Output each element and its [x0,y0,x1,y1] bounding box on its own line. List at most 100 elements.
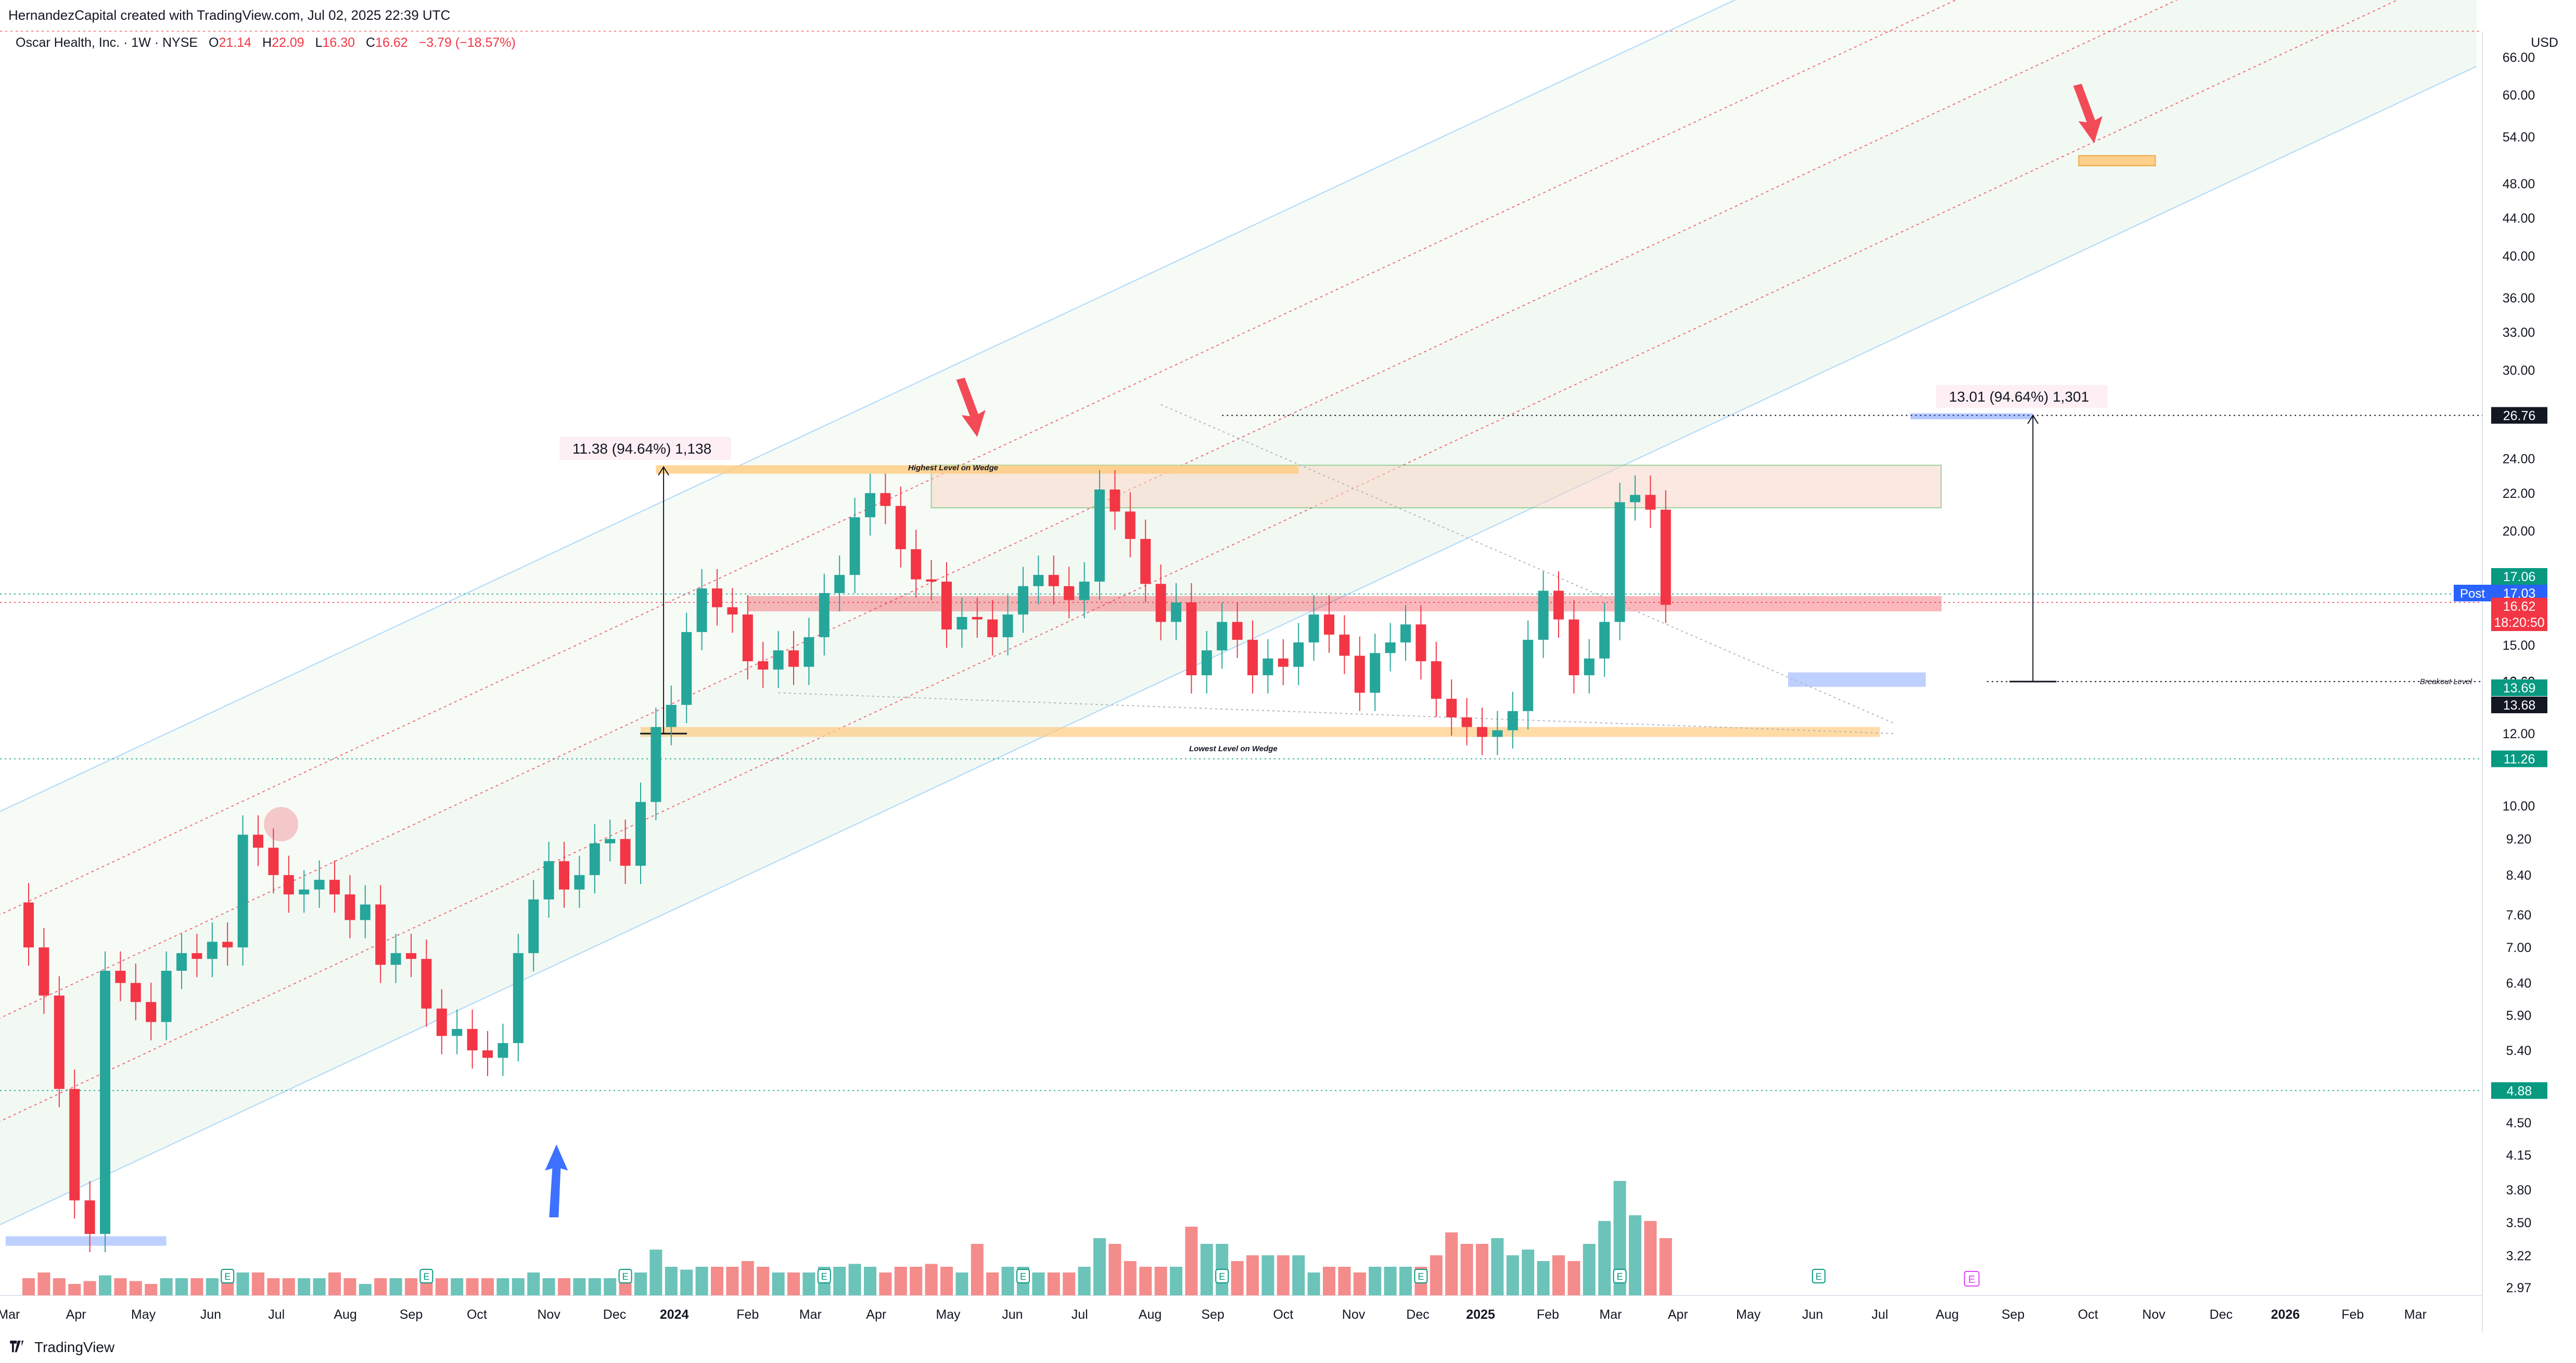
volume-bar [160,1278,173,1295]
candle-body [742,614,753,662]
channel-lower-fill [0,0,2477,1225]
volume-bar [649,1250,662,1295]
x-tick-label: Mar [1599,1307,1622,1322]
volume-bar [1124,1261,1137,1295]
candle-body [1599,622,1610,659]
x-tick-label: Aug [1936,1307,1959,1322]
price-badge-label: 4.88 [2507,1084,2532,1098]
candle-body [1324,614,1334,635]
candle-body [1110,489,1120,512]
y-tick-label: 44.00 [2503,211,2535,226]
volume-bar [1552,1255,1565,1295]
volume-bar [680,1269,693,1295]
x-tick-label: Jul [1072,1307,1088,1322]
earnings-marker [618,1269,632,1283]
volume-bar [1506,1255,1519,1295]
volume-bar [83,1281,96,1295]
volume-bar [1583,1244,1596,1295]
candle-body [192,953,202,959]
price-badge-label: 13.68 [2503,698,2536,713]
y-tick-label: 24.00 [2503,452,2535,466]
volume-bar [1139,1267,1152,1295]
candle-body [1354,655,1365,693]
volume-bar [1476,1244,1488,1295]
volume-bar [389,1278,402,1295]
symbol-legend[interactable]: Oscar Health, Inc. · 1W · NYSE O21.14 H2… [16,35,516,50]
volume-bar [1399,1267,1412,1295]
measure-label-2024: 11.38 (94.64%) 1,138 [572,441,711,457]
currency-label[interactable]: USD [2531,35,2558,50]
resistance-zone [747,596,1942,612]
volume-bar [68,1284,81,1295]
price-badge-label: 26.76 [2503,408,2536,423]
x-tick-label: Feb [736,1307,759,1322]
volume-bar [343,1278,356,1295]
x-tick-label: May [936,1307,961,1322]
candle-body [69,1089,80,1201]
x-tick-label: Apr [66,1307,86,1322]
candle-body [834,575,845,593]
volume-bar [37,1272,50,1295]
earnings-marker [1812,1269,1826,1283]
candle-body [100,971,110,1234]
y-tick-label: 36.00 [2503,291,2535,305]
candle-body [1538,590,1549,640]
y-tick-label: 4.50 [2506,1116,2532,1130]
candle-body [1247,639,1258,676]
candle-body [987,619,998,637]
volume-bar [848,1264,861,1295]
candle-body [1446,699,1457,717]
y-tick-label: 8.40 [2506,868,2532,883]
candle-body [819,593,830,637]
volume-bar [1353,1272,1366,1295]
volume-bar [772,1272,785,1295]
volume-bar [22,1278,35,1295]
candle-body [1370,653,1381,693]
candle-body [176,953,187,971]
earnings-marker [1613,1269,1627,1283]
volume-bar [1108,1244,1121,1295]
volume-bar [1032,1272,1045,1295]
x-tick-label: Aug [1139,1307,1162,1322]
volume-bar [1078,1267,1091,1295]
volume-bar [864,1267,876,1295]
x-tick-label: May [131,1307,156,1322]
legend-high: 22.09 [272,35,304,50]
candle-body [207,942,218,959]
earnings-marker [221,1269,235,1283]
volume-bar [114,1278,127,1295]
y-tick-label: 9.20 [2506,832,2532,847]
candle-body [911,549,922,580]
candle-body [1048,575,1059,586]
earnings-marker-label: E [1816,1271,1822,1282]
volume-bar [588,1278,601,1295]
volume-bar [1200,1244,1213,1295]
x-tick-label: Oct [2078,1307,2098,1322]
candle-body [788,650,799,667]
volume-bar [1629,1215,1641,1295]
volume-bar [1261,1255,1274,1295]
volume-bar [1598,1221,1611,1295]
volume-bar [1644,1221,1657,1295]
future-earnings-marker [1963,1271,1980,1287]
volume-bar [1292,1255,1305,1295]
candle-body [712,588,722,608]
footer: TradingView [8,1339,114,1356]
candle-body [345,894,355,920]
candle-body [1339,634,1350,656]
candle-body [528,899,539,954]
volume-bar [496,1278,509,1295]
candle-body [1278,658,1289,667]
price-badge-bg [2491,1082,2547,1099]
candle-body [880,493,891,506]
candle-body [635,802,646,866]
candle-body [1140,538,1151,584]
volume-bar [1231,1261,1244,1295]
earnings-marker-label: E [1617,1271,1623,1282]
channel-dashed-line-0 [0,0,2399,1122]
candle-body [1002,614,1013,637]
x-tick-label: Feb [1537,1307,1559,1322]
candle-body [804,637,814,667]
measure-arrow-2024-head [658,466,669,476]
